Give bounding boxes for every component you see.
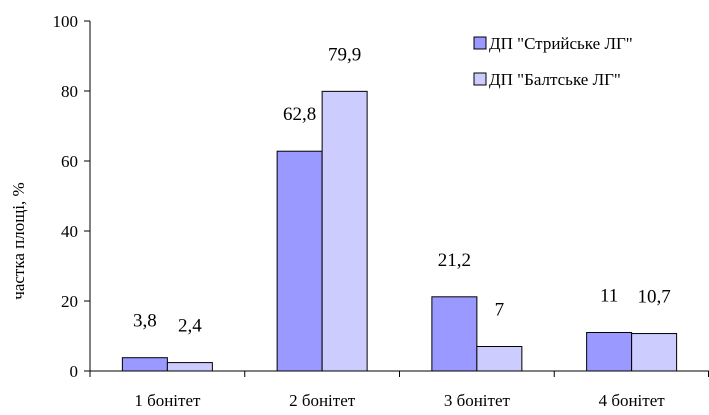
legend-label: ДП "Балтське ЛГ" [489,70,621,89]
legend-swatch [473,36,487,50]
bar-series-1 [586,332,633,372]
y-tick-label: 60 [61,152,78,171]
bar-series-1 [121,357,168,372]
bar-value-label: 3,8 [133,311,157,332]
bars [121,90,678,372]
bar-series-1 [276,150,323,372]
bar-series-2 [321,90,368,372]
bar-series-1 [431,296,478,372]
y-tick-label: 100 [53,12,79,31]
data-labels: 3,8 2,4 62,8 79,9 21,2 7 11 10,7 [133,44,671,336]
bar-value-label: 62,8 [283,104,316,125]
bar-value-label: 2,4 [178,316,202,337]
bar-series-2 [166,362,213,372]
x-axis: 1 бонітет 2 бонітет 3 бонітет 4 бонітет [89,370,709,410]
bar-value-label: 7 [495,300,505,321]
bar-value-label: 11 [600,286,618,307]
y-tick-label: 80 [61,82,78,101]
x-category-label: 3 бонітет [444,391,511,410]
y-axis: 0 20 40 60 80 100 [53,12,91,381]
legend-label: ДП "Стрийське ЛГ" [489,34,633,53]
bar-series-2 [631,333,678,372]
x-category-label: 4 бонітет [599,391,666,410]
y-axis-title: частка площі, % [9,182,28,299]
y-tick-label: 40 [61,222,78,241]
x-category-label: 2 бонітет [289,391,356,410]
bar-value-label: 21,2 [438,250,471,271]
y-tick-label: 0 [70,362,79,381]
bar-value-label: 79,9 [328,44,361,65]
bar-value-label: 10,7 [638,287,671,308]
legend: ДП "Стрийське ЛГ" ДП "Балтське ЛГ" [473,34,633,89]
bar-series-2 [476,346,523,372]
y-tick-label: 20 [61,292,78,311]
x-category-label: 1 бонітет [134,391,201,410]
legend-swatch [473,72,487,86]
